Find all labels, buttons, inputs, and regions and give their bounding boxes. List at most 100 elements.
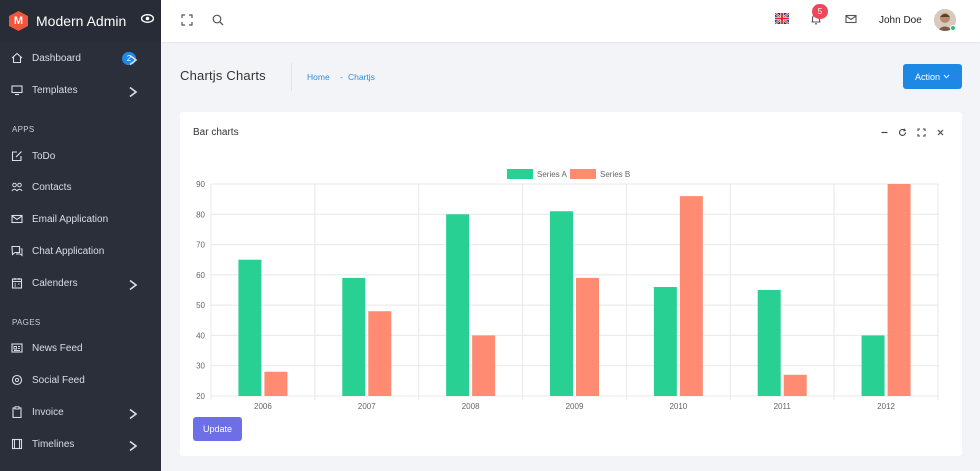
brand-name: Modern Admin xyxy=(36,13,127,29)
bar-series-b xyxy=(679,196,703,396)
y-tick-label: 50 xyxy=(196,301,205,310)
breadcrumb-home[interactable]: Home xyxy=(307,72,330,82)
legend-label: Series B xyxy=(600,170,630,179)
bar-series-a xyxy=(757,290,781,396)
legend-swatch xyxy=(570,169,596,179)
sidebar-item-label: Calenders xyxy=(32,277,78,289)
action-button-label: Action xyxy=(914,71,940,82)
home-icon xyxy=(11,52,23,64)
card-title: Bar charts xyxy=(193,127,239,138)
sidebar-item-chat-application[interactable]: Chat Application xyxy=(0,237,161,265)
legend-swatch xyxy=(507,169,533,179)
section-label-pages: PAGES xyxy=(12,318,41,327)
bar-series-a xyxy=(861,335,885,396)
brand[interactable]: M Modern Admin xyxy=(0,0,161,42)
y-tick-label: 60 xyxy=(196,271,205,280)
update-button[interactable]: Update xyxy=(193,417,242,441)
x-tick-label: 2012 xyxy=(877,402,895,411)
bar-series-a xyxy=(446,214,470,396)
sidebar-item-label: Email Application xyxy=(32,213,109,225)
x-tick-label: 2011 xyxy=(774,402,792,411)
eye-toggle-icon[interactable] xyxy=(141,14,154,23)
y-tick-label: 80 xyxy=(196,210,205,219)
bar-series-a xyxy=(550,211,573,396)
sidebar-item-templates[interactable]: Templates xyxy=(0,76,161,104)
action-button[interactable]: Action xyxy=(903,64,962,89)
y-tick-label: 90 xyxy=(196,180,205,189)
clipboard-icon xyxy=(12,406,22,418)
mail-icon xyxy=(11,214,23,224)
users-icon xyxy=(11,182,23,192)
reload-icon[interactable] xyxy=(898,128,907,137)
sidebar-item-label: ToDo xyxy=(32,150,56,162)
monitor-icon xyxy=(11,85,23,96)
breadcrumb-current[interactable]: Chartjs xyxy=(348,72,375,82)
sidebar-item-label: News Feed xyxy=(32,342,83,354)
page-title: Chartjs Charts xyxy=(180,68,266,83)
chevron-down-icon xyxy=(943,74,950,79)
bar-chart: 20 30 40 50 60 70 80 90 2006 2007 2008 2009 2010 2011… xyxy=(196,169,939,411)
sidebar-item-contacts[interactable]: Contacts xyxy=(0,173,161,201)
bar-series-a xyxy=(653,286,677,396)
calendar-icon xyxy=(11,278,23,289)
bar-series-b xyxy=(264,371,288,396)
y-tick-label: 70 xyxy=(196,241,205,250)
newspaper-icon xyxy=(11,343,23,353)
sidebar-item-email-application[interactable]: Email Application xyxy=(0,205,161,233)
bar-series-b xyxy=(783,374,807,396)
bar-series-a xyxy=(342,277,366,396)
bar-chart-card: Bar charts 20 30 40 50 60 70 80 90 2006 2007 2008 2… xyxy=(180,112,962,456)
x-tick-label: 2007 xyxy=(358,402,376,411)
sidebar-item-dashboard[interactable]: Dashboard 2 xyxy=(0,44,161,72)
sidebar-item-label: Social Feed xyxy=(32,374,85,386)
bar-series-a xyxy=(238,259,262,396)
update-button-label: Update xyxy=(202,424,233,434)
minimize-icon[interactable] xyxy=(880,128,889,137)
social-icon xyxy=(11,374,23,386)
y-tick-label: 40 xyxy=(196,331,205,340)
sidebar: M Modern Admin Dashboard 2 Templates APP… xyxy=(0,0,161,471)
x-tick-label: 2008 xyxy=(462,402,480,411)
sidebar-item-label: Templates xyxy=(32,84,78,96)
y-tick-label: 20 xyxy=(196,392,205,401)
uk-flag-icon[interactable] xyxy=(775,13,789,24)
expand-icon[interactable] xyxy=(917,128,926,137)
edit-icon xyxy=(11,151,22,162)
chevron-right-icon xyxy=(129,408,138,420)
sidebar-item-news-feed[interactable]: News Feed xyxy=(0,334,161,362)
section-label-apps: APPS xyxy=(12,125,35,134)
mail-icon[interactable] xyxy=(845,13,857,25)
notification-badge: 5 xyxy=(812,4,828,19)
breadcrumb-separator: - xyxy=(340,72,343,82)
chevron-right-icon xyxy=(129,440,138,452)
sidebar-item-label: Dashboard xyxy=(32,52,81,64)
x-tick-label: 2010 xyxy=(669,402,687,411)
bar-series-b xyxy=(368,311,392,396)
sidebar-item-timelines[interactable]: Timelines xyxy=(0,430,161,458)
chat-icon xyxy=(11,245,23,257)
fullscreen-icon[interactable] xyxy=(181,14,193,26)
title-divider xyxy=(291,63,292,91)
sidebar-item-label: Invoice xyxy=(32,406,64,418)
sidebar-item-label: Contacts xyxy=(32,181,72,193)
chevron-right-icon xyxy=(129,54,138,66)
sidebar-item-invoice[interactable]: Invoice xyxy=(0,398,161,426)
bar-series-b xyxy=(887,184,911,396)
chevron-right-icon xyxy=(129,279,138,291)
film-icon xyxy=(11,438,23,450)
online-status-dot xyxy=(950,25,956,31)
x-tick-label: 2006 xyxy=(254,402,272,411)
brand-logo-icon: M xyxy=(9,11,28,31)
sidebar-item-calenders[interactable]: Calenders xyxy=(0,269,161,297)
y-tick-label: 30 xyxy=(196,362,205,371)
x-tick-label: 2009 xyxy=(566,402,584,411)
close-icon[interactable] xyxy=(936,128,945,137)
bar-series-b xyxy=(576,277,599,396)
search-icon[interactable] xyxy=(212,14,224,26)
sidebar-item-label: Timelines xyxy=(32,438,75,450)
legend-label: Series A xyxy=(537,170,567,179)
sidebar-item-social-feed[interactable]: Social Feed xyxy=(0,366,161,394)
topbar: 5 John Doe xyxy=(161,0,980,42)
sidebar-item-todo[interactable]: ToDo xyxy=(0,142,161,170)
user-name[interactable]: John Doe xyxy=(879,15,922,26)
